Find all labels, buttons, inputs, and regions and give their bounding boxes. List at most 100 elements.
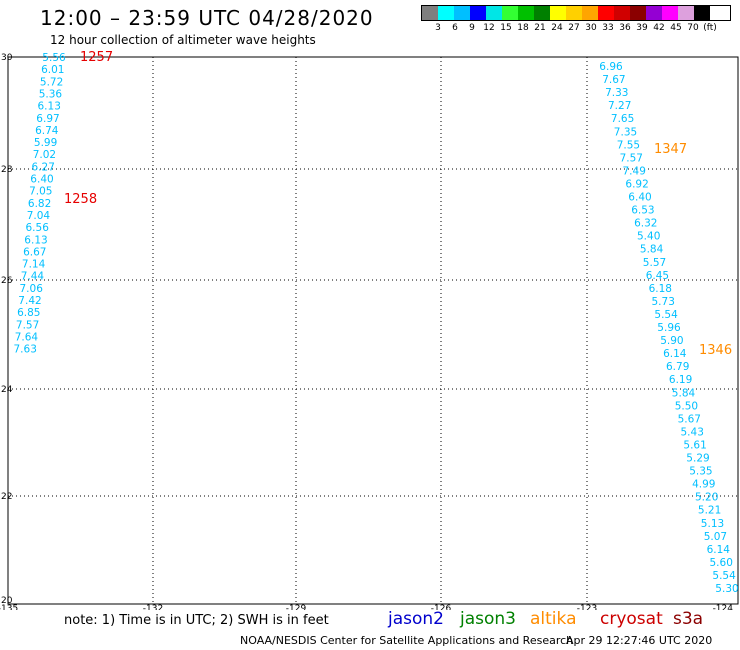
wave-height-value: 6.14 — [663, 348, 687, 360]
wave-height-value: 7.55 — [617, 139, 640, 151]
lat-tick-label: 26 — [1, 276, 13, 286]
satellite-track-west: 5.566.015.725.366.136.976.745.997.026.27… — [14, 52, 66, 356]
wave-height-value: 7.67 — [602, 74, 625, 86]
wave-height-value: 6.82 — [28, 198, 51, 210]
wave-height-value: 7.65 — [611, 113, 634, 125]
legend-swatch — [502, 6, 518, 20]
wave-height-value: 5.61 — [683, 439, 706, 451]
wave-height-value: 6.40 — [30, 174, 53, 186]
satellite-label-jason2: jason2 — [388, 609, 444, 629]
wave-height-value: 5.84 — [672, 387, 696, 399]
wave-height-value: 5.43 — [681, 426, 704, 438]
lon-tick-label: -135 — [0, 604, 18, 610]
legend-swatch — [646, 6, 662, 20]
lon-tick-label: -132 — [143, 604, 163, 610]
wave-height-value: 5.72 — [40, 76, 63, 88]
wave-height-value: 5.57 — [643, 257, 666, 269]
wave-height-value: 5.67 — [678, 413, 701, 425]
legend-label: 9 — [469, 23, 475, 33]
legend-swatch — [694, 6, 710, 20]
legend-swatch — [470, 6, 486, 20]
legend-swatch — [598, 6, 614, 20]
wave-height-value: 5.07 — [704, 531, 727, 543]
legend-label: (ft) — [703, 23, 717, 33]
wave-height-value: 7.49 — [623, 165, 646, 177]
wave-height-value: 5.96 — [657, 322, 681, 334]
legend-label: 36 — [619, 23, 631, 33]
wave-height-value: 6.13 — [38, 101, 61, 113]
wave-height-value: 7.57 — [620, 152, 643, 164]
wave-height-value: 6.74 — [35, 125, 59, 137]
legend-label: 39 — [636, 23, 648, 33]
wave-height-value: 7.57 — [16, 319, 39, 331]
pass-time-label: 1347 — [654, 142, 687, 157]
wave-height-value: 5.36 — [39, 88, 63, 100]
wave-height-value: 6.92 — [625, 178, 648, 190]
legend-swatch — [582, 6, 598, 20]
legend-label: 15 — [500, 23, 512, 33]
legend-swatch — [566, 6, 582, 20]
lon-tick-label: -124 — [713, 604, 734, 610]
satellite-track-east: 6.967.677.337.277.657.357.557.577.496.92… — [599, 61, 738, 595]
wave-height-value: 5.30 — [715, 583, 738, 595]
wave-height-value: 5.29 — [686, 453, 709, 465]
wave-height-value: 6.13 — [24, 234, 47, 246]
pass-time-label: 1346 — [699, 343, 732, 358]
legend-label: 3 — [435, 23, 441, 33]
wave-height-value: 6.96 — [599, 61, 623, 73]
wave-height-value: 5.20 — [695, 492, 718, 504]
altimeter-map: -135 -132 -129 -126 -123 -124 30 28 26 24 22 20 5.5… — [0, 50, 739, 610]
lon-tick-label: -129 — [286, 604, 307, 610]
pass-time-label: 1258 — [64, 192, 97, 207]
legend-label: 21 — [534, 23, 546, 33]
wave-height-value: 6.19 — [669, 374, 692, 386]
map-title: 12:00 – 23:59 UTC 04/28/2020 — [40, 6, 374, 30]
wave-height-value: 7.05 — [29, 186, 52, 198]
legend-label: 45 — [670, 23, 682, 33]
wave-height-value: 5.50 — [675, 400, 698, 412]
wave-height-value: 6.53 — [631, 205, 654, 217]
legend-swatch — [630, 6, 646, 20]
legend-label: 24 — [551, 23, 563, 33]
legend-swatch — [518, 6, 534, 20]
wave-height-value: 7.63 — [14, 344, 37, 356]
legend-label: 12 — [483, 23, 495, 33]
legend-swatch — [614, 6, 630, 20]
wave-height-value: 7.33 — [605, 87, 628, 99]
wave-height-value: 6.32 — [634, 218, 657, 230]
wave-height-value: 4.99 — [692, 479, 715, 491]
wave-height-value: 6.14 — [707, 544, 731, 556]
lon-tick-label: -126 — [431, 604, 452, 610]
wave-height-value: 6.18 — [649, 283, 672, 295]
map-axis-labels: -135 -132 -129 -126 -123 -124 30 28 26 24 22 20 — [0, 53, 733, 610]
wave-height-value: 5.40 — [637, 231, 660, 243]
wave-height-value: 5.54 — [654, 309, 678, 321]
legend-swatch — [422, 6, 438, 20]
wave-height-value: 5.99 — [34, 137, 57, 149]
legend-swatch — [454, 6, 470, 20]
credit-line: NOAA/NESDIS Center for Satellite Applica… — [240, 634, 574, 647]
wave-height-value: 5.73 — [652, 296, 675, 308]
footer-note: note: 1) Time is in UTC; 2) SWH is in fe… — [64, 613, 329, 628]
wave-height-value: 5.84 — [640, 244, 664, 256]
satellite-label-cryosat: cryosat — [600, 609, 663, 629]
pass-time-labels: 1257 1258 1347 1346 — [64, 50, 732, 358]
wave-height-value: 6.85 — [17, 307, 40, 319]
legend-swatch — [550, 6, 566, 20]
wave-height-value: 6.97 — [36, 113, 59, 125]
lat-tick-label: 24 — [1, 385, 13, 395]
wave-height-value: 5.60 — [710, 557, 733, 569]
map-grid — [7, 56, 739, 605]
generated-timestamp: Apr 29 12:27:46 UTC 2020 — [566, 634, 713, 647]
pass-time-label: 1257 — [80, 50, 113, 65]
legend-label: 27 — [568, 23, 580, 33]
legend-label: 33 — [602, 23, 614, 33]
wave-height-value: 5.54 — [712, 570, 736, 582]
lon-tick-label: -123 — [577, 604, 597, 610]
wave-height-value: 7.64 — [15, 331, 39, 343]
satellite-label-altika: altika — [530, 609, 577, 629]
wave-height-value: 5.56 — [42, 52, 66, 64]
legend-label: 70 — [687, 23, 699, 33]
wave-height-value: 7.06 — [20, 283, 44, 295]
map-frame — [7, 56, 739, 605]
